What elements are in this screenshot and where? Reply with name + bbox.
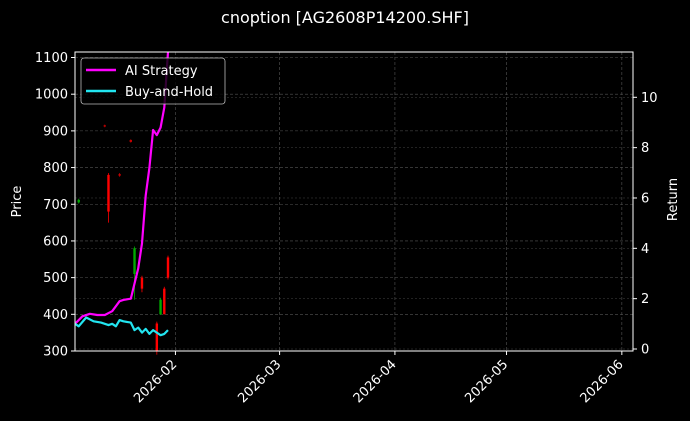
- y-right-tick-label: 6: [641, 191, 649, 206]
- y-tick-label: 300: [43, 345, 68, 360]
- x-tick-label: 2026-05: [462, 357, 511, 406]
- candle-body: [129, 140, 132, 142]
- candle-body: [140, 277, 144, 289]
- candle-body: [155, 323, 159, 351]
- x-tick-label: 2026-02: [131, 357, 180, 406]
- y-tick-label: 900: [43, 124, 68, 139]
- candle-body: [163, 288, 166, 315]
- legend-box: [80, 57, 226, 105]
- legend-label: Buy-and-Hold: [125, 85, 213, 100]
- candle-body: [133, 248, 136, 274]
- candle-body: [103, 125, 106, 127]
- y-tick-label: 400: [43, 308, 68, 323]
- y-right-tick-label: 2: [641, 292, 649, 307]
- x-tick-label: 2026-04: [351, 357, 400, 406]
- series-line-buy-and-hold: [75, 316, 169, 337]
- x-tick-label: 2026-03: [235, 357, 284, 406]
- series-line-ai-strategy: [75, 52, 170, 325]
- legend: AI Strategy Buy-and-Hold: [80, 57, 226, 105]
- y-right-tick-label: 4: [641, 242, 649, 257]
- candle-body: [107, 174, 110, 212]
- candle-body: [118, 174, 121, 176]
- candle-body: [159, 299, 162, 315]
- candle-body: [77, 199, 80, 203]
- y-right-tick-label: 0: [641, 343, 649, 358]
- y-tick-label: 800: [43, 161, 68, 176]
- y-right-tick-label: 8: [641, 141, 649, 156]
- y-tick-label: 1100: [35, 51, 68, 66]
- y-right-tick-label: 10: [641, 91, 658, 106]
- legend-label: AI Strategy: [125, 64, 198, 79]
- y-tick-label: 600: [43, 234, 68, 249]
- y-right-axis-label: Return: [666, 178, 681, 221]
- chart-title: cnoption [AG2608P14200.SHF]: [221, 8, 469, 27]
- candle-body: [166, 257, 170, 278]
- y-tick-label: 1000: [35, 88, 68, 103]
- series-lines: [75, 52, 170, 337]
- candlesticks: [77, 124, 170, 355]
- x-tick-label: 2026-06: [578, 357, 627, 406]
- y-tick-label: 700: [43, 198, 68, 213]
- y-tick-label: 500: [43, 271, 68, 286]
- y-axis-label: Price: [10, 186, 25, 218]
